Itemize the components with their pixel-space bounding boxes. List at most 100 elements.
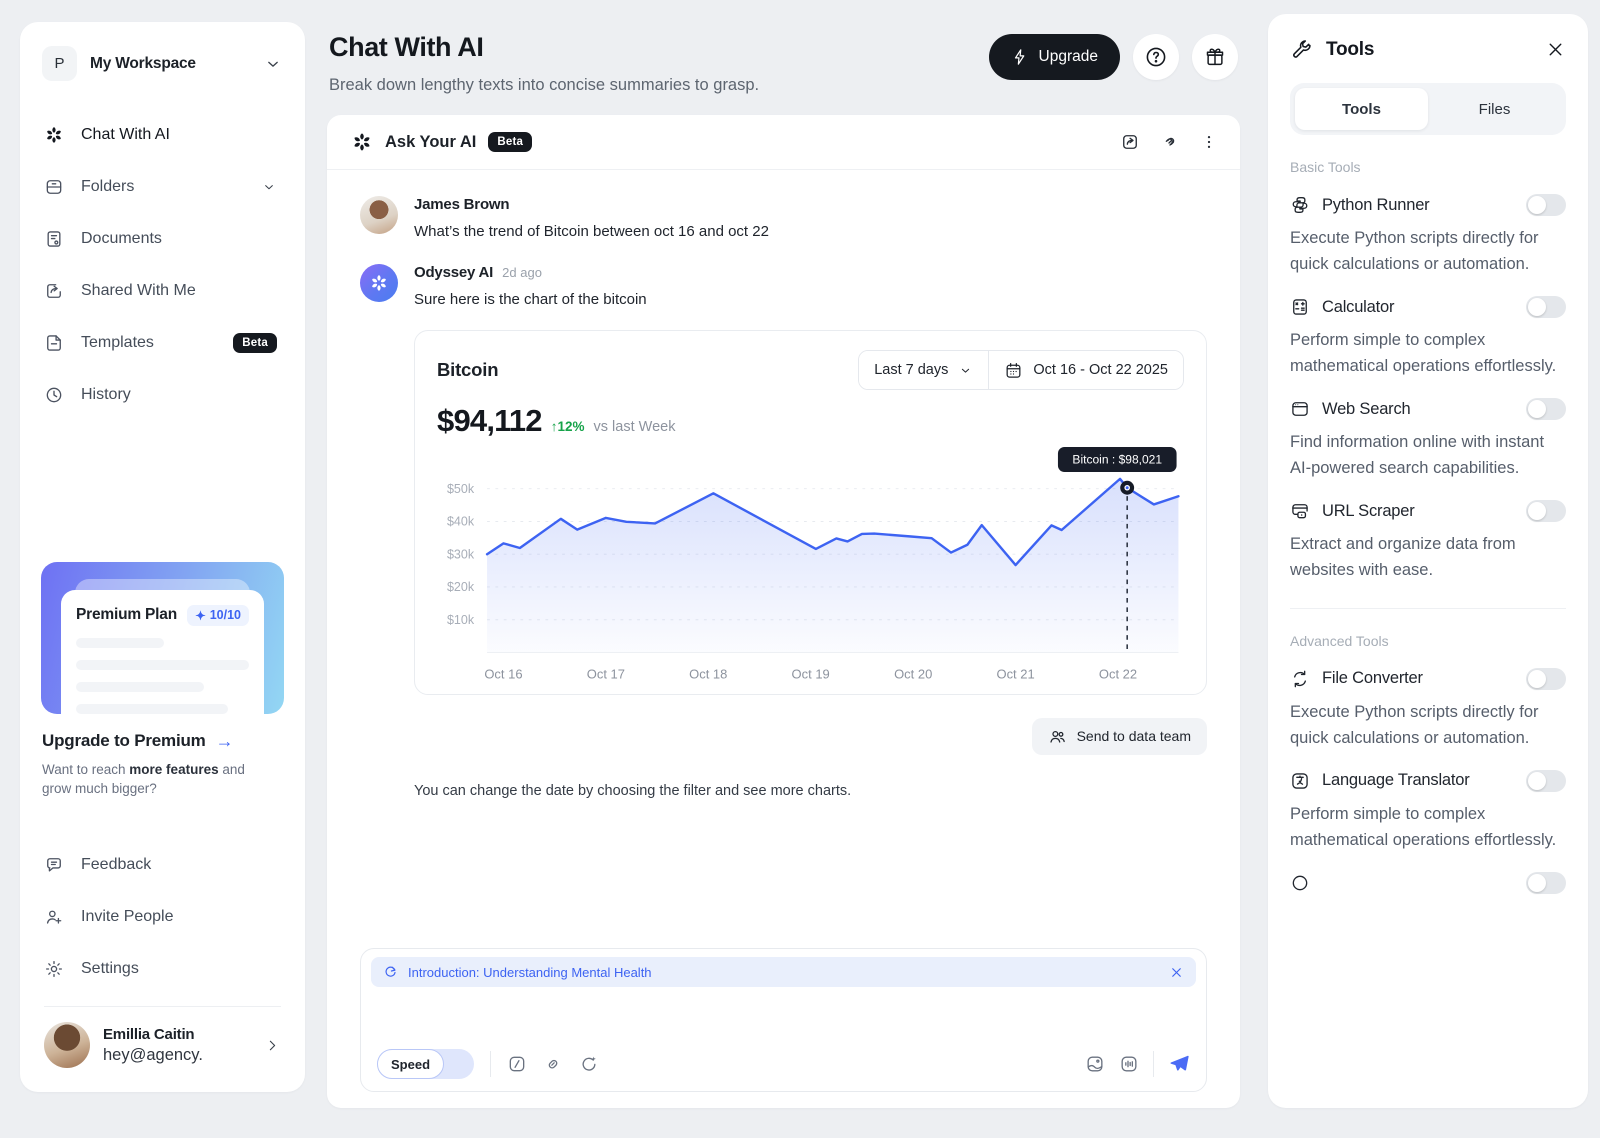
premium-inner-card: Premium Plan ✦ 10/10 [61, 589, 264, 714]
sidebar-item-folders[interactable]: Folders [40, 165, 285, 208]
sidebar-item-shared-with-me[interactable]: Shared With Me [40, 269, 285, 312]
chat-title: Ask Your AI [385, 132, 477, 151]
svg-text:$50k: $50k [447, 482, 475, 496]
tab-tools[interactable]: Tools [1295, 88, 1428, 130]
range-select[interactable]: Last 7 days [859, 351, 989, 389]
trend-up-icon: ↑ [550, 419, 558, 434]
upgrade-to-premium-link[interactable]: Upgrade to Premium → [42, 730, 234, 751]
speed-toggle-label: Speed [377, 1049, 445, 1079]
web-search-toggle[interactable] [1526, 398, 1566, 421]
sidebar-item-label: Templates [81, 333, 154, 351]
chat-body: James Brown What’s the trend of Bitcoin … [327, 170, 1240, 1108]
tool-name: File Converter [1322, 669, 1423, 687]
sidebar-item-history[interactable]: History [40, 373, 285, 416]
sidebar-item-settings[interactable]: Settings [40, 947, 285, 990]
close-icon[interactable] [1545, 39, 1566, 60]
avatar [360, 196, 398, 234]
sidebar-item-label: Feedback [81, 855, 152, 873]
regenerate-button[interactable] [579, 1054, 599, 1074]
chart-title: Bitcoin [437, 359, 499, 380]
svg-text:$40k: $40k [447, 515, 475, 529]
date-range-picker[interactable]: Oct 16 - Oct 22 2025 [989, 351, 1183, 389]
context-banner[interactable]: Introduction: Understanding Mental Healt… [371, 957, 1196, 987]
beta-badge: Beta [488, 132, 533, 152]
url-scraper-toggle[interactable] [1526, 500, 1566, 523]
gift-button[interactable] [1192, 34, 1238, 80]
divider [988, 351, 990, 389]
calculator-toggle[interactable] [1526, 296, 1566, 319]
sidebar-item-invite-people[interactable]: Invite People [40, 895, 285, 938]
skeleton-line [76, 637, 164, 648]
settings-icon [44, 959, 66, 979]
tool-description: Perform simple to complex mathematical o… [1290, 804, 1557, 849]
lightning-icon [1011, 48, 1029, 66]
sidebar-item-label: History [81, 385, 131, 403]
sidebar-item-documents[interactable]: Documents [40, 217, 285, 260]
svg-text:Oct 20: Oct 20 [894, 666, 932, 681]
speed-toggle[interactable]: Speed [377, 1049, 474, 1079]
bitcoin-price: $94,112 [437, 403, 543, 438]
svg-text:Bitcoin : $98,021: Bitcoin : $98,021 [1072, 453, 1162, 467]
tool-description: Execute Python scripts directly for quic… [1290, 702, 1539, 747]
calculator-icon [1290, 297, 1310, 317]
help-button[interactable] [1133, 34, 1179, 80]
redo-icon [383, 965, 398, 980]
tool-description: Find information online with instant AI-… [1290, 433, 1545, 478]
composer: Introduction: Understanding Mental Healt… [360, 948, 1207, 1092]
skeleton-line [76, 681, 205, 692]
sidebar-item-templates[interactable]: Templates Beta [40, 321, 285, 364]
sidebar-item-feedback[interactable]: Feedback [40, 843, 285, 886]
file-converter-toggle[interactable] [1526, 667, 1566, 690]
workspace-avatar: P [42, 46, 77, 81]
message-text: Sure here is the chart of the bitcoin [414, 291, 647, 308]
message-input[interactable] [371, 987, 1196, 1047]
skeleton-line [76, 703, 229, 714]
tool-toggle[interactable] [1526, 871, 1566, 894]
python-icon [1290, 195, 1310, 215]
chevron-down-icon [263, 54, 283, 74]
chart-controls: Last 7 days Oct 16 - Oct 22 2025 [858, 350, 1184, 390]
attach-link-button[interactable] [543, 1054, 563, 1074]
message-author: James Brown [414, 196, 510, 213]
sidebar-item-label: Documents [81, 229, 162, 247]
image-upload-button[interactable] [1085, 1054, 1105, 1074]
section-label: Advanced Tools [1290, 632, 1389, 649]
bitcoin-line-chart[interactable]: $50k $40k $30k $20k $10k Oct 16 Oct 17 Oct 18 Oc… [437, 443, 1184, 686]
voice-input-button[interactable] [1119, 1054, 1139, 1074]
banner-close-icon[interactable] [1169, 965, 1184, 980]
python-runner-toggle[interactable] [1526, 194, 1566, 216]
tool-python-runner: Python Runner Execute Python scripts dir… [1290, 194, 1566, 277]
sidebar-nav: Chat With AI Folders Documents Shared Wi… [40, 113, 285, 416]
send-button[interactable] [1168, 1053, 1190, 1075]
templates-icon [44, 333, 66, 353]
history-icon [44, 385, 66, 405]
upgrade-button[interactable]: Upgrade [988, 34, 1120, 80]
send-to-data-team-button[interactable]: Send to data team [1031, 717, 1207, 755]
openai-icon [351, 131, 373, 153]
change-caption: vs last Week [593, 419, 676, 435]
premium-quota-badge: ✦ 10/10 [187, 604, 249, 626]
link-icon[interactable] [1160, 132, 1180, 152]
language-translator-toggle[interactable] [1526, 769, 1566, 792]
avatar [44, 1022, 90, 1068]
tool-name: Web Search [1322, 399, 1411, 418]
workspace-switcher[interactable]: P My Workspace [40, 44, 285, 81]
question-icon [1144, 45, 1168, 69]
tool-description: Perform simple to complex mathematical o… [1290, 331, 1557, 376]
sidebar-item-chat-with-ai[interactable]: Chat With AI [40, 113, 285, 156]
svg-text:$30k: $30k [447, 547, 475, 561]
sidebar-footer-nav: Feedback Invite People Settings [40, 843, 285, 990]
svg-text:Oct 19: Oct 19 [792, 666, 830, 681]
share-icon[interactable] [1120, 132, 1140, 152]
page-subtitle: Break down lengthy texts into concise su… [329, 76, 760, 94]
skeleton-line [76, 659, 249, 670]
tab-files[interactable]: Files [1478, 100, 1511, 118]
tool-icon [1290, 873, 1310, 893]
openai-icon [44, 125, 66, 145]
kebab-menu-icon[interactable] [1200, 133, 1218, 151]
sidebar-item-label: Shared With Me [81, 281, 196, 299]
banner-text: Introduction: Understanding Mental Healt… [408, 964, 652, 980]
profile-row[interactable]: Emillia Caitin hey@agency. [40, 1007, 285, 1068]
profile-email: hey@agency. [103, 1045, 203, 1064]
slash-command-button[interactable] [507, 1054, 527, 1074]
